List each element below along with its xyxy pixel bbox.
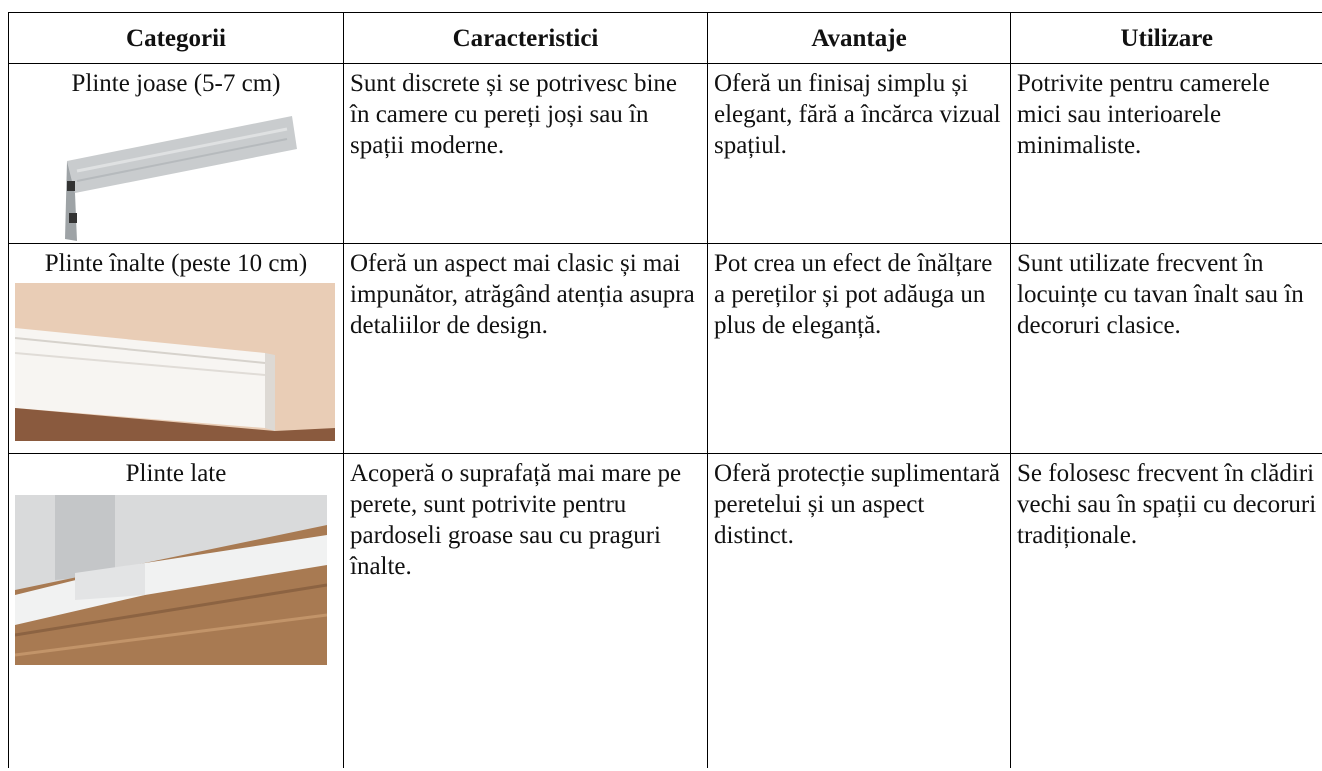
cell: Potrivite pentru camerele mici sau inter… <box>1010 63 1322 244</box>
header-row: Categorii Caracteristici Avantaje Utiliz… <box>8 12 1322 64</box>
row: Plinte joase (5-7 cm) Sunt discrete și s… <box>8 63 1322 244</box>
product-image <box>15 283 335 441</box>
category-label: Plinte joase (5-7 cm) <box>71 70 281 97</box>
cell: Acoperă o suprafață mai mare pe perete, … <box>343 453 708 768</box>
cell: Se folosesc frecvent în clădiri vechi sa… <box>1010 453 1322 768</box>
category-label: Plinte înalte (peste 10 cm) <box>44 250 308 277</box>
category-label: Plinte late <box>125 460 227 487</box>
table: Categorii Caracteristici Avantaje Utiliz… <box>8 12 1322 768</box>
cell: Oferă un finisaj simplu și elegant, fără… <box>707 63 1011 244</box>
cell: Oferă protecție suplimentară peretelui ș… <box>707 453 1011 768</box>
header-cell: Utilizare <box>1010 12 1322 64</box>
cell: Plinte late <box>8 453 344 768</box>
product-image <box>15 495 327 665</box>
header-cell: Categorii <box>8 12 344 64</box>
cell: Oferă un aspect mai clasic și mai impună… <box>343 243 708 454</box>
cell: Plinte înalte (peste 10 cm) <box>8 243 344 454</box>
cell: Sunt discrete și se potrivesc bine în ca… <box>343 63 708 244</box>
cell: Sunt utilizate frecvent în locuințe cu t… <box>1010 243 1322 454</box>
row: Plinte late Acoperă o suprafață mai mare… <box>8 453 1322 768</box>
row: Plinte înalte (peste 10 cm) Oferă un asp… <box>8 243 1322 454</box>
header-cell: Caracteristici <box>343 12 708 64</box>
header-cell: Avantaje <box>707 12 1011 64</box>
cell: Plinte joase (5-7 cm) <box>8 63 344 244</box>
cell: Pot crea un efect de înălțare a perețilo… <box>707 243 1011 454</box>
product-image <box>65 116 297 241</box>
